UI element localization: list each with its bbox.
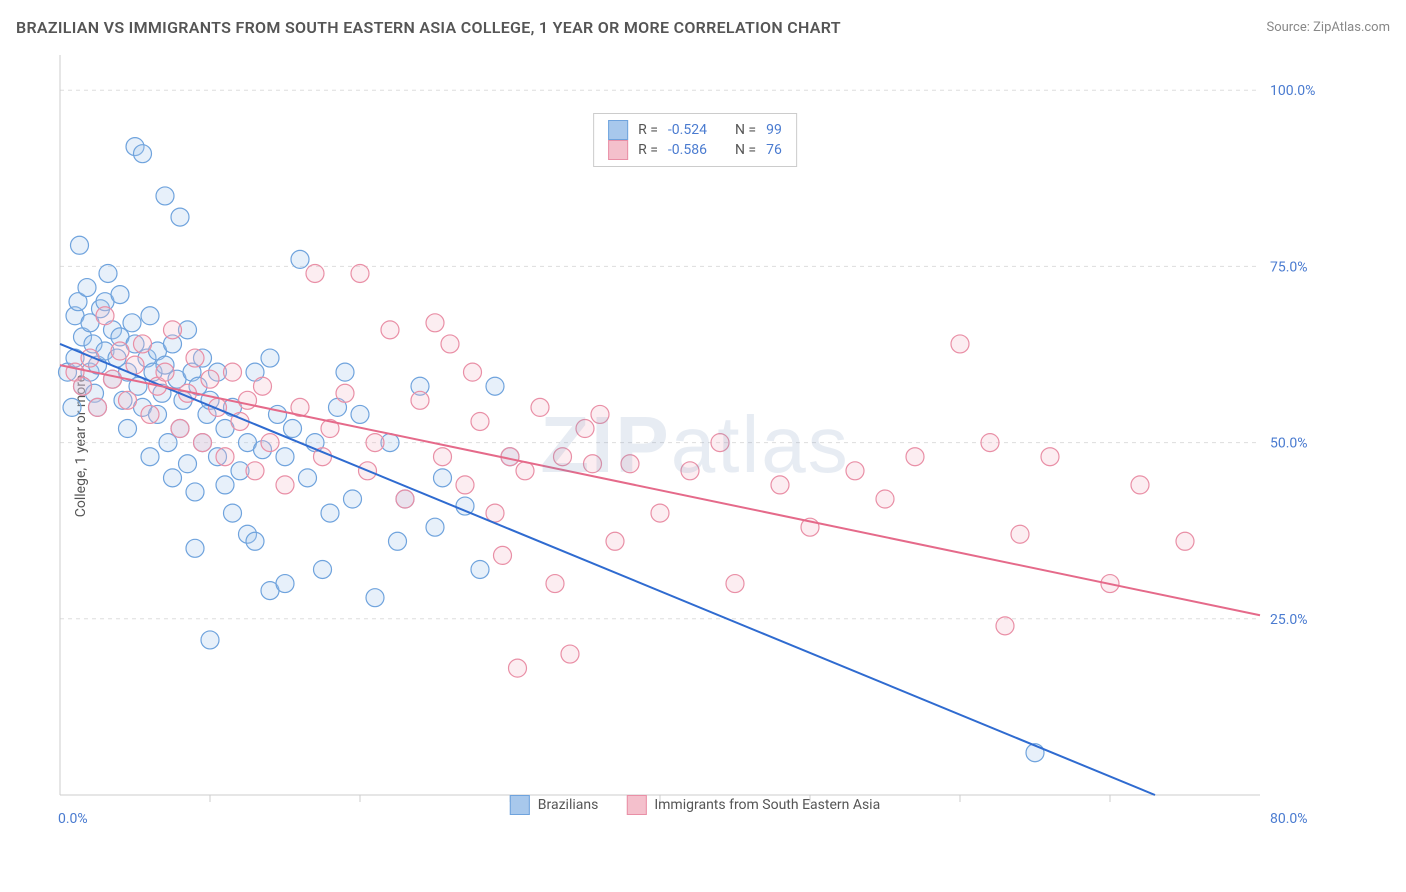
legend-swatch [626, 795, 646, 815]
svg-text:75.0%: 75.0% [1270, 259, 1308, 275]
n-label: N = [735, 122, 756, 138]
n-label: N = [735, 142, 756, 158]
legend-swatch [608, 140, 628, 160]
r-label: R = [638, 142, 658, 158]
r-value: -0.586 [668, 142, 707, 158]
n-value: 76 [766, 142, 782, 158]
n-value: 99 [766, 122, 782, 138]
legend-swatch [608, 120, 628, 140]
series-legend: Brazilians Immigrants from South Eastern … [510, 795, 880, 815]
r-label: R = [638, 122, 658, 138]
svg-text:80.0%: 80.0% [1270, 811, 1308, 827]
correlation-legend: R = -0.524 N = 99 R = -0.586 N = 76 [593, 113, 797, 167]
svg-text:0.0%: 0.0% [58, 811, 88, 827]
legend-row: R = -0.524 N = 99 [608, 120, 782, 140]
series-legend-item: Brazilians [510, 795, 599, 815]
svg-text:25.0%: 25.0% [1270, 612, 1308, 628]
svg-text:50.0%: 50.0% [1270, 436, 1308, 452]
series-legend-label: Brazilians [538, 797, 599, 813]
chart-area: 25.0%50.0%75.0%100.0%0.0%80.0% ZIPatlas … [50, 55, 1340, 835]
r-value: -0.524 [668, 122, 707, 138]
scatter-plot-svg: 25.0% 50.0% 75.0% 100.0% 0.0% 80.0% [50, 55, 1340, 835]
series-legend-label: Immigrants from South Eastern Asia [654, 797, 880, 813]
legend-swatch [510, 795, 530, 815]
svg-text:100.0%: 100.0% [1270, 83, 1315, 99]
series-legend-item: Immigrants from South Eastern Asia [626, 795, 880, 815]
legend-row: R = -0.586 N = 76 [608, 140, 782, 160]
chart-source: Source: ZipAtlas.com [1266, 20, 1390, 35]
chart-title: BRAZILIAN VS IMMIGRANTS FROM SOUTH EASTE… [16, 18, 841, 37]
